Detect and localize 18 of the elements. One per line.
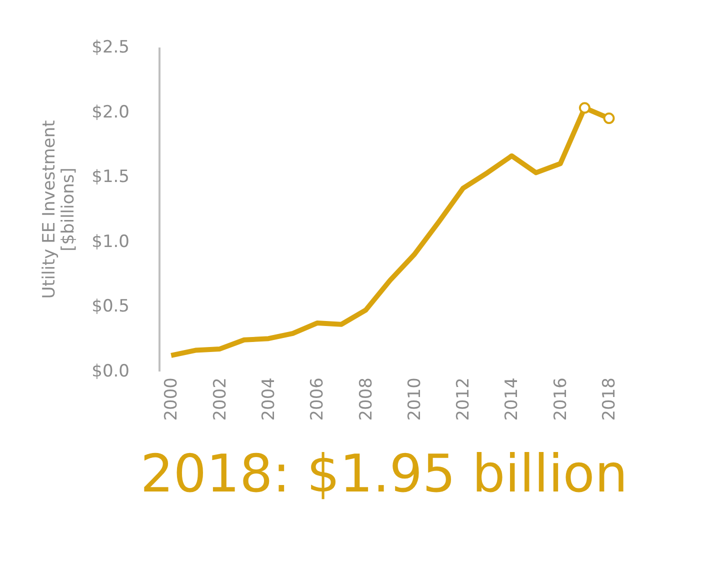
x-tick-label: 2016 [550, 378, 571, 421]
x-tick-label: 2010 [404, 378, 425, 421]
y-tick-label: $0.0 [92, 362, 130, 382]
y-tick-label: $1.0 [92, 232, 130, 252]
x-tick-label: 2018 [600, 378, 620, 421]
x-tick-label: 2000 [162, 378, 182, 421]
x-tick-label: 2014 [502, 378, 522, 421]
x-tick-label: 2012 [454, 378, 474, 421]
y-tick-label: $2.5 [92, 38, 130, 58]
x-tick-label: 2002 [210, 378, 230, 421]
y-tick-label: $1.5 [92, 167, 130, 188]
x-tick-label: 2004 [258, 378, 279, 421]
y-tick-label: $2.0 [92, 102, 130, 122]
y-axis-title: Utility EE Investment [$billions] [40, 120, 79, 299]
x-tick-label: 2006 [308, 378, 328, 421]
text: 2018: $1.95 billion [140, 444, 628, 504]
x-tick-label: 2008 [356, 378, 376, 421]
y-tick-label: $0.5 [92, 296, 130, 317]
